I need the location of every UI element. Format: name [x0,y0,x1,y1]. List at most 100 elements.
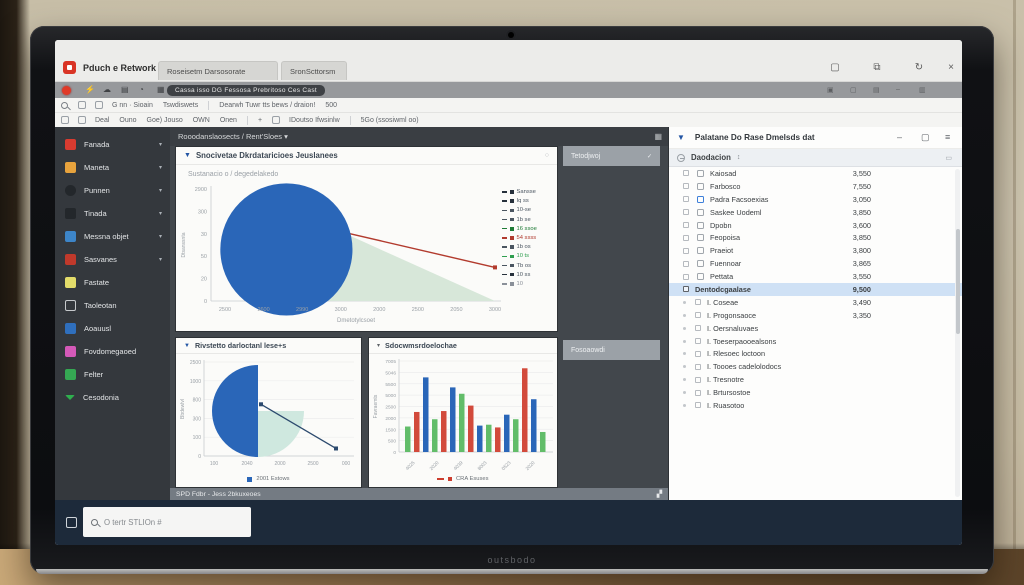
refresh-button[interactable]: ↻ [914,62,924,73]
toolbar-button[interactable]: Tswdiswets [162,101,199,109]
row-checkbox[interactable] [695,376,701,383]
right-panel-scrollbar[interactable] [955,169,960,497]
table-row[interactable]: Saskee Uodeml 3,850 [669,206,962,219]
tag-collapsed-panel-2[interactable]: Fosoaowdi [563,340,660,360]
restore-button[interactable]: ⧉ [873,62,881,73]
table-row[interactable]: Fuennoar 3,865 [669,257,962,270]
sidebar-item-fanada[interactable]: Fanada ▾ [55,133,170,156]
menubar-right-icon[interactable]: ▥ [919,87,926,94]
chevron-down-icon[interactable]: ▾ [158,165,162,171]
table-row[interactable]: Pettata 3,550 [669,270,962,283]
table-row[interactable]: I. Tresnotre [669,373,962,386]
chevron-down-icon[interactable]: ▾ [158,142,162,148]
table-row[interactable]: Dpobn 3,600 [669,219,962,232]
breadcrumb-path[interactable]: Rooodanslaosects / Rent'Sloes ▾ [178,132,288,141]
collapse-triangle-icon[interactable]: ▼ [677,133,685,142]
table-row[interactable]: Kaiosad 3,550 [669,167,962,180]
row-checkbox[interactable] [695,402,701,409]
main-chart-options-icon[interactable]: ○ [544,152,549,159]
toolbar-button[interactable]: Deal [95,116,110,124]
row-checkbox[interactable] [695,312,701,319]
menubar-right-icon[interactable]: ▢ [850,87,857,94]
toolbar-button[interactable]: IDoutso Ifwsinlw [289,116,340,124]
row-checkbox[interactable] [695,325,701,332]
row-checkbox[interactable] [683,209,689,216]
collapse-triangle-icon[interactable]: ▼ [184,342,190,349]
sidebar-item-cesodonia[interactable]: Cesodonia [55,386,170,409]
record-icon[interactable] [62,86,71,95]
scrollbar-thumb[interactable] [955,229,960,334]
menubar-pill-button[interactable]: Cassa isso DG Fessosa Prebritoso Ces Cas… [167,84,325,96]
tab-2[interactable]: SronScttorsm [281,61,347,80]
table-row[interactable]: I. Rlesoec loctoon [669,347,962,360]
toolbar-button[interactable]: Goe) Jouso [146,116,183,124]
collapse-triangle-icon[interactable]: ▼ [184,152,191,159]
chevron-down-icon[interactable]: ▾ [158,188,162,194]
table-row[interactable]: Praeiot 3,800 [669,244,962,257]
row-checkbox[interactable] [683,273,689,280]
sidebar-item-messna-objet[interactable]: Messna objet ▾ [55,225,170,248]
table-row[interactable]: Farbosco 7,550 [669,180,962,193]
table-row[interactable]: I. Toeserpaooealsons [669,335,962,348]
sidebar-item-sasvanes[interactable]: Sasvanes ▾ [55,248,170,271]
taskbar-search[interactable]: O tertr STLIOn # [83,507,251,537]
panel-maximize-icon[interactable]: ▢ [921,132,930,142]
row-checkbox[interactable] [695,363,701,370]
panel-minimize-icon[interactable]: – [897,132,903,142]
collapse-all-icon[interactable] [677,153,685,162]
menubar-right-icon[interactable]: – [896,86,900,93]
sidebar-item-punnen[interactable]: Punnen ▾ [55,179,170,202]
box-icon[interactable] [78,116,86,124]
sort-icon[interactable]: ↕ [736,154,741,161]
box-icon[interactable] [61,116,69,124]
minimize-button[interactable]: ▢ [830,62,840,73]
panel-menu-icon[interactable]: ≡ [945,132,951,142]
status-bar-icon[interactable]: ▞ [656,491,662,498]
toolbar-button[interactable]: Onen [219,116,237,124]
row-checkbox[interactable] [683,170,689,177]
toolbar-button[interactable]: 500 [325,101,338,109]
row-checkbox[interactable] [695,389,701,396]
menubar-tool-icon[interactable]: ⚡ [85,85,95,94]
row-checkbox[interactable] [683,286,689,293]
row-checkbox[interactable] [683,247,689,254]
menubar-tool-icon[interactable]: ☁ [103,85,111,94]
box-icon[interactable] [78,101,86,109]
tag-collapsed-panel-1[interactable]: Tetodjwoj ✓ [563,146,660,166]
table-row[interactable]: I. Toooes cadelolodocs [669,360,962,373]
menubar-tool-icon[interactable]: ◔ [139,85,144,94]
menubar-right-icon[interactable]: ▤ [873,87,880,94]
table-row[interactable]: I. Brtursostoe [669,386,962,399]
table-row[interactable]: Padra Facsoexias 3,050 [669,193,962,206]
collapse-triangle-icon[interactable]: ▾ [377,343,381,349]
box-icon[interactable] [95,101,103,109]
row-checkbox[interactable] [695,350,701,357]
table-row[interactable]: I. Progonsaoce 3,350 [669,309,962,322]
table-row[interactable]: I. Coseae 3,490 [669,296,962,309]
row-checkbox[interactable] [683,222,689,228]
table-row[interactable]: Dentodcgaalase 9,500 [669,283,962,296]
chevron-down-icon[interactable]: ▾ [158,234,162,240]
table-row[interactable]: Feopoisa 3,850 [669,231,962,244]
sidebar-item-aoauusl[interactable]: Aoauusl [55,317,170,340]
breadcrumb-panel-icon[interactable]: ▦ [654,132,662,141]
sidebar-item-tinada[interactable]: Tinada ▾ [55,202,170,225]
row-checkbox[interactable] [683,234,689,241]
row-checkbox[interactable] [695,299,701,306]
toolbar-button[interactable]: OWN [192,116,210,124]
search-icon[interactable] [61,101,68,109]
row-checkbox[interactable] [683,196,689,203]
sidebar-item-taoleotan[interactable]: Taoleotan [55,294,170,317]
toolbar-button[interactable]: + [257,116,263,124]
chevron-down-icon[interactable]: ▾ [158,257,162,263]
toolbar-button[interactable]: Dearwh Tuwr tts bews / draion! [219,101,316,109]
toolbar-button[interactable]: Ouno [119,116,137,124]
toolbar-button[interactable]: G nn · Sioain [112,101,153,109]
menubar-tool-icon[interactable]: ▦ [157,85,165,94]
close-button[interactable]: × [948,62,954,73]
box-icon[interactable] [272,116,281,124]
chevron-down-icon[interactable]: ▾ [158,211,162,217]
table-row[interactable]: I. Oersnaluvaes [669,322,962,335]
sidebar-item-maneta[interactable]: Maneta ▾ [55,156,170,179]
menubar-right-icon[interactable]: ▣ [827,87,834,94]
